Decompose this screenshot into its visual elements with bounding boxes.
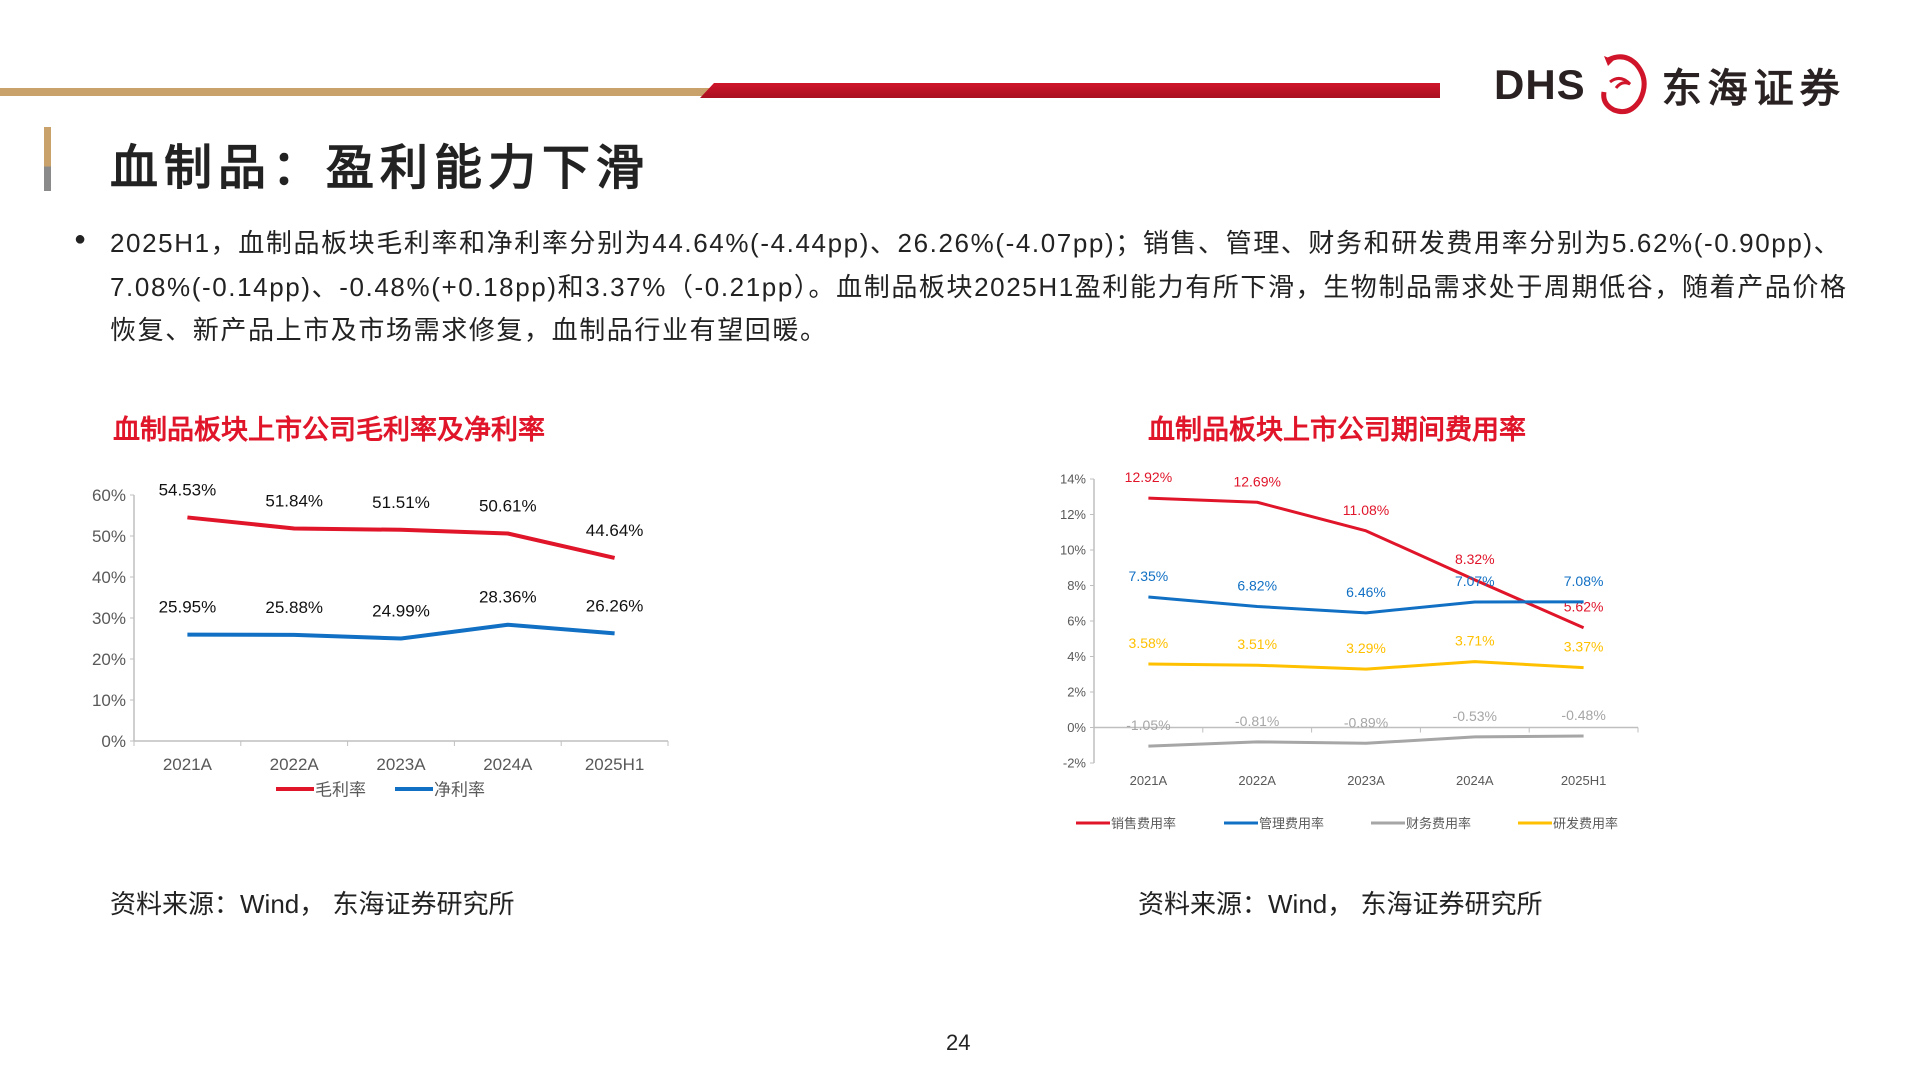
- chart2-x-tick-label: 2024A: [1456, 773, 1494, 788]
- chart1-data-label: 26.26%: [586, 596, 644, 615]
- chart2-legend-label: 研发费用率: [1553, 816, 1618, 831]
- chart2-data-label: -1.05%: [1126, 717, 1170, 733]
- chart1-y-tick-label: 20%: [92, 650, 126, 669]
- chart1-series-line-2: [187, 622, 615, 641]
- chart1-x-tick-label: 2023A: [376, 755, 426, 774]
- chart2-legend-label: 财务费用率: [1406, 816, 1471, 831]
- chart1-data-label: 24.99%: [372, 602, 430, 621]
- chart1-x-tick-label: 2024A: [483, 755, 533, 774]
- chart2-x-tick-label: 2022A: [1238, 773, 1276, 788]
- chart2-legend-label: 管理费用率: [1259, 816, 1324, 831]
- chart1-data-label: 50.61%: [479, 496, 537, 515]
- chart1-x-tick-label: 2025H1: [585, 755, 645, 774]
- page-title: 血制品：盈利能力下滑: [110, 140, 651, 196]
- chart2-data-label: 12.92%: [1125, 469, 1172, 485]
- logo-cn: 东海证券: [1661, 66, 1846, 112]
- chart1-source: 资料来源：Wind， 东海证券研究所: [110, 889, 515, 919]
- chart1-data-label: 51.84%: [265, 491, 323, 510]
- chart2-legend-label: 销售费用率: [1111, 816, 1176, 831]
- chart2-y-tick-label: 4%: [1067, 649, 1086, 664]
- logo-dhs: DHS: [1494, 61, 1586, 108]
- chart2-y-tick-label: 0%: [1067, 720, 1086, 735]
- chart1-data-label: 51.51%: [372, 493, 430, 512]
- title-accent-bar: [44, 127, 51, 191]
- dragon-icon: [1600, 54, 1647, 115]
- chart2-series-line-2: [1148, 595, 1584, 615]
- chart2-data-label: 3.51%: [1237, 636, 1277, 652]
- chart2-data-label: 12.69%: [1233, 473, 1280, 489]
- chart2-y-tick-label: 6%: [1067, 614, 1086, 629]
- chart1-legend-label: 净利率: [434, 780, 485, 799]
- chart2-x-tick-label: 2023A: [1347, 773, 1385, 788]
- chart1-title: 血制品板块上市公司毛利率及净利率: [113, 415, 545, 445]
- header-tan-bar: [0, 88, 712, 96]
- company-logo: DHS 东海证券: [1494, 52, 1846, 118]
- chart1-data-label: 25.88%: [265, 598, 323, 617]
- chart2-data-label: -0.81%: [1235, 713, 1279, 729]
- chart1-y-tick-label: 30%: [92, 609, 126, 628]
- chart1-data-label: 44.64%: [586, 521, 644, 540]
- chart2-data-label: 3.29%: [1346, 640, 1386, 656]
- chart1-x-tick-label: 2022A: [270, 755, 320, 774]
- chart2-y-tick-label: 2%: [1067, 685, 1086, 700]
- chart2-data-label: 7.07%: [1455, 573, 1495, 589]
- chart2-data-label: 6.46%: [1346, 584, 1386, 600]
- chart1-x-tick-label: 2021A: [163, 755, 213, 774]
- chart2-y-tick-label: 8%: [1067, 578, 1086, 593]
- chart2-y-tick-label: -2%: [1063, 756, 1087, 771]
- chart1-series-line-1: [187, 515, 616, 560]
- chart2-data-label: 6.82%: [1237, 577, 1277, 593]
- chart2-y-tick-label: 12%: [1060, 507, 1086, 522]
- page-number: 24: [946, 1030, 971, 1055]
- chart1-y-tick-label: 60%: [92, 486, 126, 505]
- chart1-legend-label: 毛利率: [315, 780, 366, 799]
- chart1-data-label: 28.36%: [479, 588, 537, 607]
- chart1-y-tick-label: 40%: [92, 568, 126, 587]
- chart2-series-line-1: [1148, 496, 1585, 630]
- chart2-source: 资料来源：Wind， 东海证券研究所: [1138, 889, 1543, 919]
- chart2-data-label: 3.71%: [1455, 633, 1495, 649]
- chart2-title: 血制品板块上市公司期间费用率: [1148, 415, 1526, 445]
- chart1-y-tick-label: 0%: [101, 732, 126, 751]
- chart2-series-line-4: [1148, 660, 1584, 671]
- chart1-data-label: 54.53%: [159, 480, 217, 499]
- chart2-data-label: 3.37%: [1564, 639, 1604, 655]
- header-red-bar: [700, 83, 1440, 98]
- chart2-y-tick-label: 10%: [1060, 543, 1086, 558]
- chart2-data-label: 3.58%: [1129, 635, 1169, 651]
- chart2-data-label: 8.32%: [1455, 551, 1495, 567]
- chart2-data-label: -0.53%: [1453, 708, 1497, 724]
- chart2-x-tick-label: 2021A: [1130, 773, 1168, 788]
- chart2-data-label: -0.48%: [1561, 707, 1605, 723]
- body-paragraph: 2025H1，血制品板块毛利率和净利率分别为44.64%(-4.44pp)、26…: [110, 228, 1848, 345]
- chart2-data-label: 11.08%: [1343, 502, 1389, 518]
- chart2-data-label: 7.08%: [1564, 573, 1604, 589]
- chart1-data-label: 25.95%: [159, 598, 217, 617]
- chart1-y-tick-label: 50%: [92, 527, 126, 546]
- chart2-data-label: -0.89%: [1344, 714, 1388, 730]
- bullet-icon: ●: [74, 228, 87, 250]
- chart1-y-tick-label: 10%: [92, 691, 126, 710]
- chart2-x-tick-label: 2025H1: [1561, 773, 1607, 788]
- chart2-data-label: 7.35%: [1129, 568, 1169, 584]
- chart2-series-line-3: [1148, 734, 1584, 748]
- chart2-y-tick-label: 14%: [1060, 472, 1086, 487]
